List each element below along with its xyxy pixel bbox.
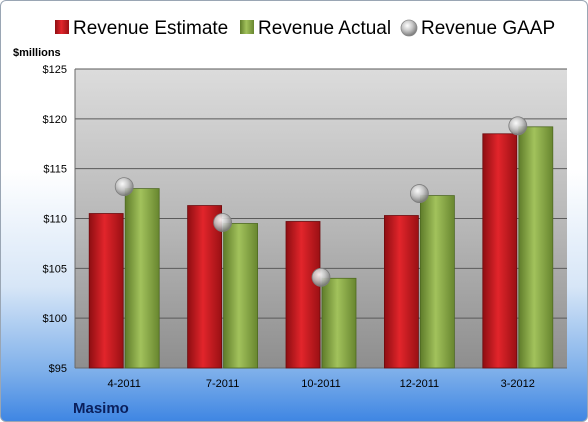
x-tick-label: 12-2011 <box>400 378 440 390</box>
legend-label-estimate: Revenue Estimate <box>73 18 228 39</box>
gaap-marker <box>409 184 429 203</box>
bar-revenue-actual <box>321 277 357 369</box>
legend: Revenue Estimate Revenue Actual Revenue … <box>55 18 555 39</box>
y-tick-label: $115 <box>43 164 67 176</box>
bar-revenue-estimate <box>88 213 124 369</box>
company-name: Masimo <box>73 400 129 417</box>
y-tick-label: $125 <box>43 64 67 76</box>
y-axis-unit-label: $millions <box>13 47 61 59</box>
x-axis-ticks: 4-2011 7-2011 10-2011 12-2011 3-2012 <box>107 378 534 390</box>
bars <box>88 126 554 369</box>
x-tick-label: 4-2011 <box>107 378 140 390</box>
y-tick-label: $120 <box>43 114 67 126</box>
gaap-marker <box>114 177 134 197</box>
gaap-marker <box>508 116 528 136</box>
legend-swatch-actual <box>240 20 254 34</box>
bar-revenue-actual <box>419 195 455 369</box>
bar-revenue-estimate <box>187 205 223 369</box>
gaap-marker <box>311 267 331 287</box>
y-axis-ticks: $95 $100 $105 $110 $115 $120 $125 <box>43 64 67 375</box>
bar-revenue-actual <box>518 126 554 369</box>
y-tick-label: $95 <box>49 363 67 375</box>
x-tick-label: 7-2011 <box>206 378 239 390</box>
y-tick-label: $105 <box>43 263 67 275</box>
y-tick-label: $100 <box>43 313 67 325</box>
bar-revenue-estimate <box>482 133 518 369</box>
legend-swatch-gaap <box>400 19 418 37</box>
bar-revenue-estimate <box>285 221 321 369</box>
x-tick-label: 3-2012 <box>501 378 535 390</box>
legend-label-gaap: Revenue GAAP <box>421 18 555 39</box>
gaap-markers <box>114 116 528 287</box>
bar-revenue-estimate <box>383 215 419 369</box>
x-tick-label: 10-2011 <box>301 378 341 390</box>
legend-swatch-estimate <box>55 20 69 34</box>
legend-label-actual: Revenue Actual <box>258 18 391 39</box>
bar-revenue-actual <box>223 223 259 369</box>
gaap-marker <box>213 213 233 232</box>
y-tick-label: $110 <box>43 214 67 226</box>
bar-revenue-actual <box>124 188 160 369</box>
